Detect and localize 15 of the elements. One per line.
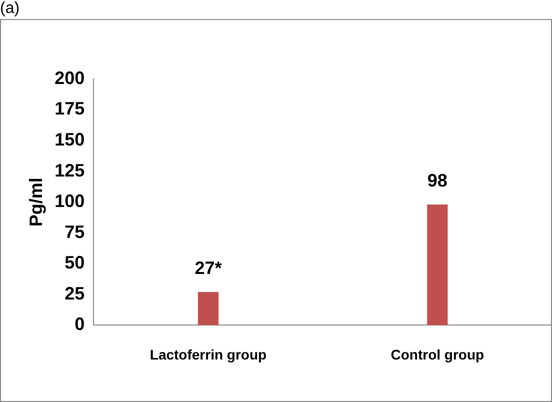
y-tick-label: 175 <box>54 98 85 119</box>
y-tick-label: 50 <box>64 252 85 273</box>
data-label: 98 <box>427 170 448 191</box>
data-label: 27* <box>194 258 222 278</box>
y-tick-label: 100 <box>54 191 85 212</box>
y-tick-label: 200 <box>54 68 85 88</box>
y-tick-label: 25 <box>64 283 85 304</box>
x-tick-label: Lactoferrin group <box>150 346 267 362</box>
text: (a) <box>0 0 20 18</box>
y-axis-title: Pg/ml <box>26 178 46 227</box>
y-tick-label: 0 <box>74 314 85 334</box>
y-tick-label: 150 <box>54 130 85 150</box>
y-tick-label: 125 <box>54 160 85 180</box>
x-tick-label: Control group <box>390 346 484 362</box>
y-tick-label: 75 <box>64 222 85 242</box>
